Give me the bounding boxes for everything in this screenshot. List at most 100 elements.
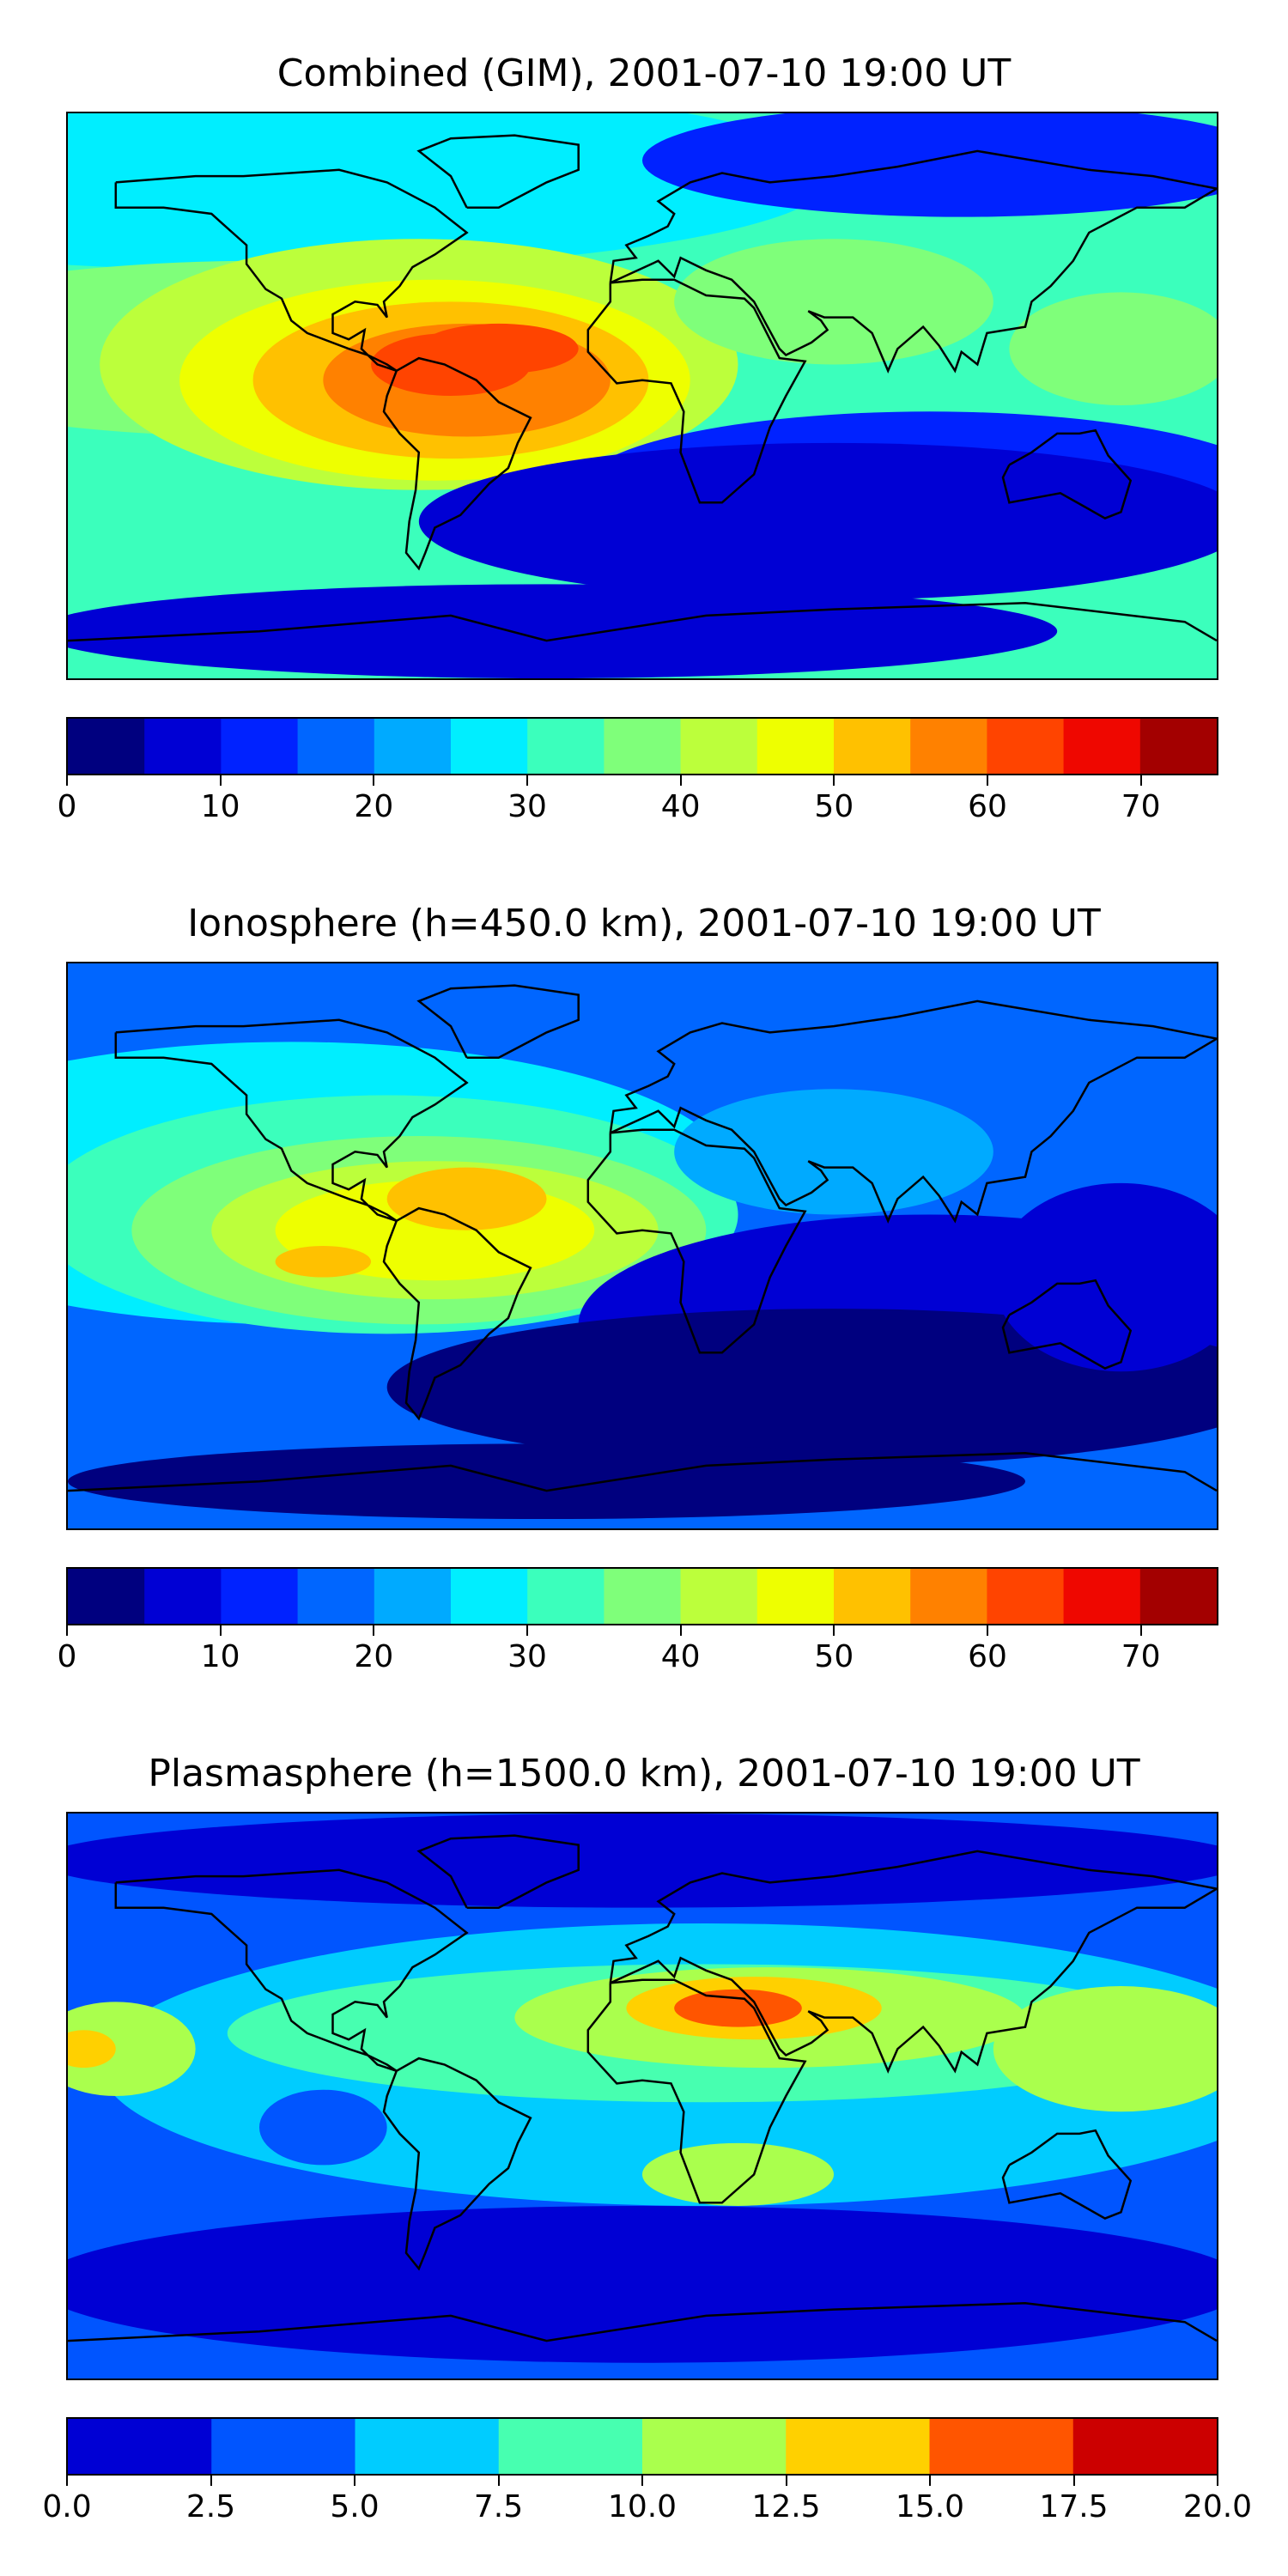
coastline-4 bbox=[1001, 1279, 1133, 1370]
contour-region-6 bbox=[68, 2002, 196, 2096]
colorbar-tick bbox=[1217, 2476, 1218, 2486]
coastline-5 bbox=[416, 134, 580, 209]
coastline-3 bbox=[609, 1850, 1217, 2074]
colorbar-tick-label: 70 bbox=[1121, 1639, 1161, 1674]
map-plasmasphere bbox=[66, 1812, 1218, 2380]
colorbar-tick bbox=[1072, 2476, 1075, 2486]
contour-region-5 bbox=[386, 1167, 547, 1230]
colorbar-segment-1 bbox=[211, 2419, 355, 2474]
map-canvas-ionosphere bbox=[68, 963, 1217, 1528]
coastline-1 bbox=[382, 356, 532, 571]
map-ionosphere bbox=[66, 962, 1218, 1530]
panel-title-ionosphere: Ionosphere (h=450.0 km), 2001-07-10 19:0… bbox=[187, 902, 1101, 945]
colorbar-tick-label: 17.5 bbox=[1039, 2489, 1109, 2524]
contour-region-8 bbox=[642, 2142, 834, 2206]
colorbar-tick-label: 30 bbox=[507, 1639, 547, 1674]
colorbar-tick bbox=[526, 775, 528, 786]
coastline-2 bbox=[586, 1978, 807, 2204]
colorbar-segment-11 bbox=[910, 1569, 987, 1624]
colorbar-tick-label: 2.5 bbox=[185, 2489, 236, 2524]
colorbar-segment-2 bbox=[221, 719, 299, 774]
colorbar-segment-1 bbox=[144, 1569, 222, 1624]
colorbar-tick-label: 7.5 bbox=[473, 2489, 524, 2524]
colorbar-segment-3 bbox=[297, 1569, 375, 1624]
contour-region-7 bbox=[68, 2030, 116, 2069]
contour-region-11 bbox=[418, 442, 1217, 600]
map-combined bbox=[66, 112, 1218, 680]
colorbar-tick-label: 10 bbox=[200, 1639, 240, 1674]
colorbar-canvas-combined bbox=[68, 719, 1217, 774]
colorbar-segment-11 bbox=[910, 719, 987, 774]
colorbar-segment-10 bbox=[834, 719, 911, 774]
contour-region-7 bbox=[674, 1089, 993, 1215]
colorbar-segment-7 bbox=[604, 719, 682, 774]
colorbar-segment-0 bbox=[68, 719, 145, 774]
colorbar-segment-7 bbox=[604, 1569, 682, 1624]
colorbar-tick bbox=[219, 775, 222, 786]
colorbar-segment-9 bbox=[756, 719, 835, 774]
coastline-1 bbox=[382, 2057, 532, 2271]
colorbar-tick bbox=[929, 2476, 931, 2486]
colorbar-canvas-ionosphere bbox=[68, 1569, 1217, 1624]
coastline-3 bbox=[609, 149, 1217, 374]
colorbar-tick bbox=[1139, 775, 1142, 786]
contour-region-7 bbox=[418, 323, 579, 374]
colorbar-tick-label: 12.5 bbox=[751, 2489, 821, 2524]
colorbar-tick bbox=[373, 1625, 375, 1636]
contour-region-9 bbox=[386, 1309, 1217, 1466]
colorbar-segment-10 bbox=[834, 1569, 911, 1624]
colorbar-canvas-plasmasphere bbox=[68, 2419, 1217, 2474]
colorbar-segment-9 bbox=[756, 1569, 835, 1624]
colorbar-segment-6 bbox=[929, 2419, 1074, 2474]
coastline-6 bbox=[68, 602, 1217, 642]
colorbar-segment-2 bbox=[221, 1569, 299, 1624]
contour-region-11 bbox=[993, 1182, 1217, 1372]
colorbar-tick bbox=[66, 775, 68, 786]
colorbar-segment-3 bbox=[297, 719, 375, 774]
colorbar-segment-5 bbox=[786, 2419, 930, 2474]
contour-region-8 bbox=[674, 239, 993, 365]
colorbar-segment-5 bbox=[451, 719, 528, 774]
map-canvas-combined bbox=[68, 113, 1217, 678]
coastline-0 bbox=[114, 1018, 469, 1222]
colorbar-segment-1 bbox=[144, 719, 222, 774]
map-canvas-plasmasphere bbox=[68, 1814, 1217, 2379]
colorbar-tick bbox=[354, 2476, 355, 2486]
colorbar-segment-12 bbox=[987, 1569, 1065, 1624]
contour-region-11 bbox=[68, 1814, 1217, 1908]
colorbar-tick-label: 20 bbox=[354, 1639, 394, 1674]
colorbar-segment-13 bbox=[1063, 719, 1141, 774]
colorbar-plasmasphere bbox=[66, 2417, 1218, 2476]
colorbar-tick bbox=[987, 775, 988, 786]
contour-region-5 bbox=[993, 1986, 1217, 2112]
colorbar-tick-label: 50 bbox=[814, 1639, 854, 1674]
colorbar-tick bbox=[833, 775, 835, 786]
colorbar-segment-6 bbox=[527, 1569, 605, 1624]
colorbar-tick-label: 10.0 bbox=[607, 2489, 677, 2524]
colorbar-segment-5 bbox=[451, 1569, 528, 1624]
colorbar-tick-label: 15.0 bbox=[895, 2489, 965, 2524]
contour-region-0 bbox=[68, 113, 834, 270]
coastline-2 bbox=[586, 1128, 807, 1354]
colorbar-tick bbox=[373, 775, 375, 786]
colorbar-tick-label: 40 bbox=[660, 1639, 701, 1674]
colorbar-tick bbox=[210, 2476, 212, 2486]
colorbar-segment-14 bbox=[1139, 1569, 1217, 1624]
colorbar-tick-label: 0.0 bbox=[42, 2489, 92, 2524]
colorbar-tick bbox=[679, 775, 682, 786]
colorbar-tick bbox=[526, 1625, 528, 1636]
colorbar-segment-14 bbox=[1139, 719, 1217, 774]
coastline-2 bbox=[586, 278, 807, 504]
colorbar-tick bbox=[497, 2476, 500, 2486]
coastline-0 bbox=[114, 168, 469, 372]
colorbar-tick bbox=[833, 1625, 835, 1636]
colorbar-segment-8 bbox=[680, 719, 758, 774]
coastline-3 bbox=[609, 999, 1217, 1224]
colorbar-tick bbox=[219, 1625, 222, 1636]
colorbar-segment-8 bbox=[680, 1569, 758, 1624]
colorbar-tick-label: 70 bbox=[1121, 789, 1161, 824]
colorbar-tick-label: 0 bbox=[57, 789, 77, 824]
colorbar-tick-label: 50 bbox=[814, 789, 854, 824]
contour-region-9 bbox=[259, 2089, 387, 2166]
